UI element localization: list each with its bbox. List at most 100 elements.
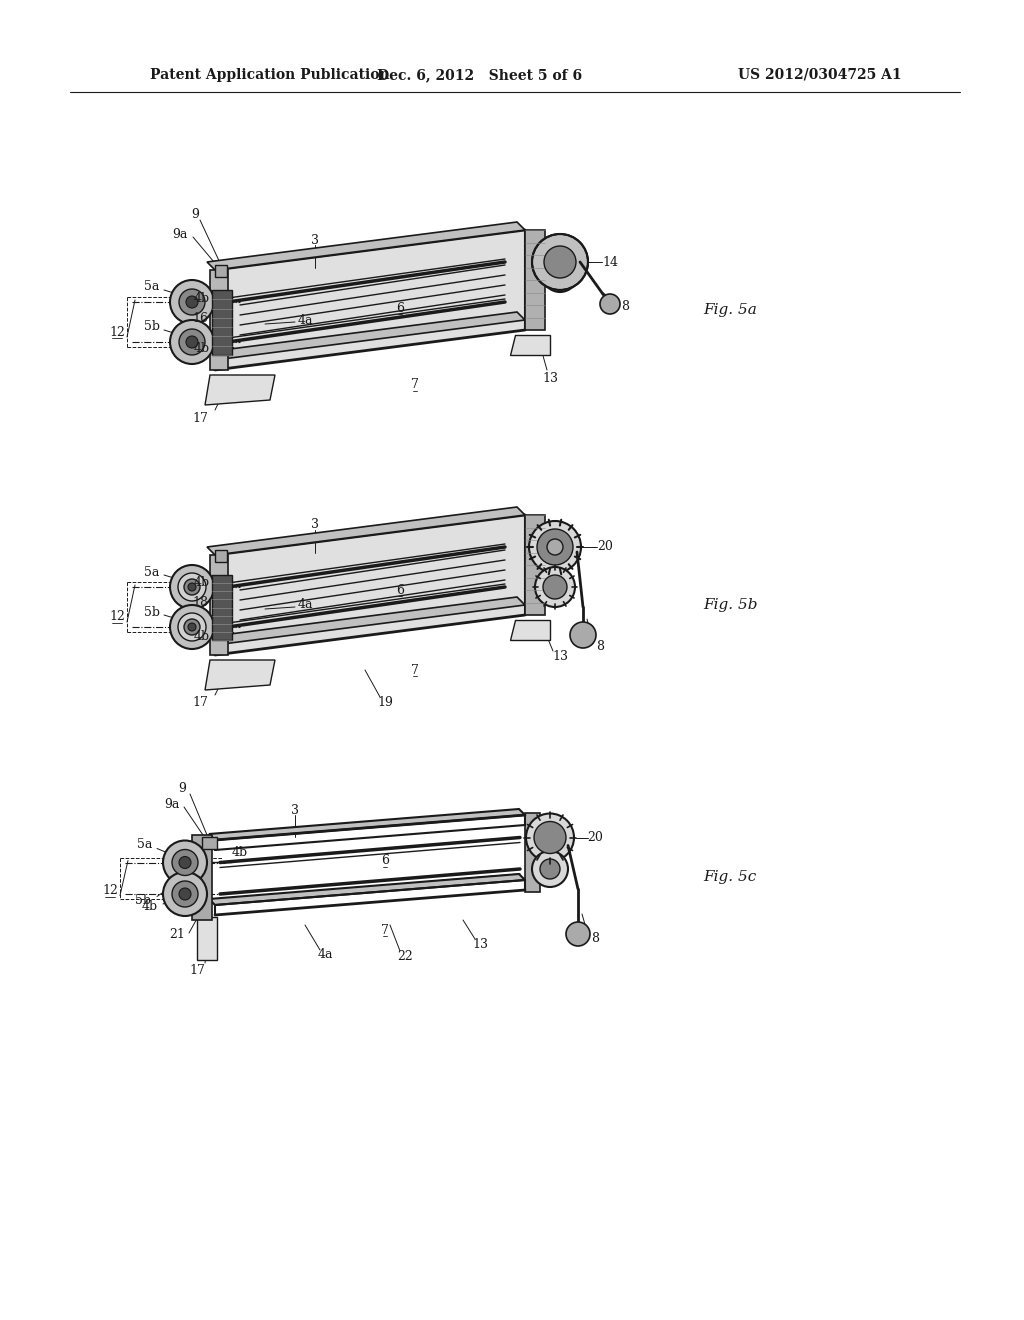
Circle shape	[570, 622, 596, 648]
Text: Patent Application Publication: Patent Application Publication	[150, 69, 389, 82]
Circle shape	[186, 337, 198, 348]
Polygon shape	[205, 375, 275, 405]
Text: 9: 9	[191, 209, 199, 222]
Polygon shape	[510, 620, 550, 640]
Text: Fig. 5a: Fig. 5a	[703, 304, 757, 317]
Polygon shape	[510, 335, 550, 355]
Text: 6: 6	[396, 301, 404, 314]
Text: 7: 7	[411, 379, 419, 392]
Text: 4b: 4b	[194, 342, 210, 355]
Circle shape	[546, 236, 574, 264]
Text: 12: 12	[110, 326, 125, 338]
Circle shape	[566, 921, 590, 946]
Text: 4b: 4b	[194, 292, 210, 305]
Polygon shape	[202, 837, 217, 849]
Text: 4a: 4a	[297, 314, 312, 326]
Text: 5b: 5b	[135, 894, 151, 907]
Text: 4b: 4b	[232, 846, 248, 859]
Circle shape	[170, 319, 214, 364]
Polygon shape	[193, 836, 212, 920]
Text: 13: 13	[472, 939, 488, 952]
Circle shape	[172, 850, 198, 875]
Circle shape	[179, 888, 191, 900]
Polygon shape	[525, 515, 545, 615]
Text: 5a: 5a	[137, 838, 153, 851]
Text: 4b: 4b	[194, 577, 210, 590]
Text: 17: 17	[193, 412, 208, 425]
Polygon shape	[209, 809, 525, 840]
Text: Fig. 5c: Fig. 5c	[703, 870, 757, 884]
Text: 7: 7	[411, 664, 419, 676]
Text: US 2012/0304725 A1: US 2012/0304725 A1	[738, 69, 902, 82]
Circle shape	[537, 529, 573, 565]
Circle shape	[186, 296, 198, 308]
Text: 9: 9	[178, 781, 186, 795]
Polygon shape	[207, 222, 525, 271]
Text: 8: 8	[621, 301, 629, 314]
Text: 12: 12	[102, 884, 118, 898]
Circle shape	[529, 521, 581, 573]
Polygon shape	[215, 550, 227, 562]
Circle shape	[179, 289, 205, 315]
Circle shape	[172, 880, 198, 907]
Text: 16: 16	[193, 312, 208, 325]
Circle shape	[542, 256, 578, 292]
Circle shape	[534, 821, 566, 854]
Text: 9a: 9a	[172, 228, 187, 242]
Polygon shape	[212, 290, 232, 355]
Text: 9a: 9a	[164, 799, 179, 812]
Polygon shape	[215, 265, 227, 277]
Text: 8: 8	[591, 932, 599, 945]
Polygon shape	[210, 271, 228, 370]
Circle shape	[188, 623, 196, 631]
Text: 12: 12	[110, 610, 125, 623]
Polygon shape	[210, 554, 228, 655]
Polygon shape	[209, 874, 525, 906]
Text: 3: 3	[291, 804, 299, 817]
Polygon shape	[197, 917, 217, 960]
Polygon shape	[525, 230, 545, 330]
Circle shape	[163, 841, 207, 884]
Circle shape	[179, 857, 191, 869]
Text: 8: 8	[596, 640, 604, 653]
Circle shape	[170, 605, 214, 649]
Text: 19: 19	[377, 697, 393, 710]
Text: 6: 6	[381, 854, 389, 867]
Text: 3: 3	[311, 234, 319, 247]
Circle shape	[170, 565, 214, 609]
Text: 5b: 5b	[144, 321, 160, 334]
Circle shape	[188, 583, 196, 591]
Circle shape	[544, 246, 575, 279]
Text: 3: 3	[311, 519, 319, 532]
Text: 17: 17	[193, 697, 208, 710]
Text: 17: 17	[189, 964, 205, 977]
Text: 21: 21	[169, 928, 185, 941]
Text: 5a: 5a	[144, 281, 160, 293]
Text: Fig. 5b: Fig. 5b	[702, 598, 758, 612]
Circle shape	[526, 813, 574, 862]
Circle shape	[163, 873, 207, 916]
Polygon shape	[207, 597, 525, 645]
Polygon shape	[525, 813, 540, 892]
Text: 5b: 5b	[144, 606, 160, 619]
Polygon shape	[207, 507, 525, 554]
Text: 7: 7	[381, 924, 389, 936]
Circle shape	[547, 539, 563, 554]
Circle shape	[179, 329, 205, 355]
Polygon shape	[215, 515, 525, 655]
Text: 4b: 4b	[194, 631, 210, 644]
Circle shape	[532, 851, 568, 887]
Polygon shape	[207, 312, 525, 360]
Text: 18: 18	[193, 597, 208, 610]
Circle shape	[535, 568, 575, 607]
Text: 6: 6	[396, 583, 404, 597]
Text: Dec. 6, 2012   Sheet 5 of 6: Dec. 6, 2012 Sheet 5 of 6	[378, 69, 583, 82]
Text: 13: 13	[552, 651, 568, 664]
Text: 20: 20	[587, 832, 603, 843]
Circle shape	[170, 280, 214, 323]
Circle shape	[178, 612, 206, 642]
Text: 13: 13	[542, 371, 558, 384]
Circle shape	[543, 576, 567, 599]
Polygon shape	[212, 576, 232, 640]
Circle shape	[178, 573, 206, 601]
